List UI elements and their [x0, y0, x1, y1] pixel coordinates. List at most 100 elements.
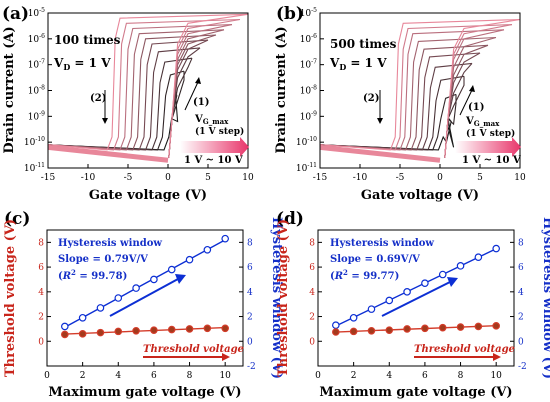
panel-c: 0 2 4 6 8 10 0 2 4 6 8 -2 0 2 4 6 8 (c) Hysteresis win…: [3, 209, 284, 400]
threshold-point: [474, 322, 483, 331]
reverse-sweep-curve: [47, 13, 249, 151]
y-tick-left-label: 8: [38, 238, 44, 248]
forward-sweep-curve: [444, 18, 521, 158]
y-tick-left-label: 2: [38, 313, 44, 323]
panel-d-ylabel-left: Threshold voltage (V): [276, 219, 291, 377]
x-tick-label: 5: [205, 173, 211, 183]
panel-c-y-ticks-left: 0 2 4 6 8: [38, 238, 51, 347]
hysteresis-point: [185, 255, 194, 264]
x-tick-label: 8: [458, 371, 464, 381]
y-tick-label: 10-5: [28, 7, 45, 19]
panel-c-threshold-arrowhead: [222, 353, 230, 361]
panel-d-legend-title: Hysteresis window: [330, 238, 434, 249]
y-tick-left-label: 2: [309, 313, 315, 323]
x-tick-label: 0: [315, 371, 321, 381]
panel-a-y-ticks: 10-11 10-10 10-9 10-8 10-7 10-6 10-5: [24, 7, 52, 174]
fit-line: [64, 326, 226, 335]
threshold-point: [61, 330, 69, 339]
x-tick-label: 10: [242, 173, 254, 183]
reverse-sweep-curve: [319, 18, 521, 151]
threshold-point: [78, 330, 87, 338]
y-tick-label: 10-9: [300, 110, 317, 122]
y-tick-label: 10-10: [24, 136, 45, 148]
hysteresis-point: [221, 234, 229, 243]
panel-a-range-arrow: [180, 137, 249, 157]
panel-b-label: (b): [276, 4, 304, 24]
panel-b: -15 -10 -5 0 5 10 10-1110-1010-910-810-710-61…: [274, 4, 526, 203]
fit-line: [335, 324, 497, 333]
x-tick-label: 0: [165, 173, 171, 183]
off-state-band: [47, 144, 169, 163]
y-tick-right-label: -2: [518, 362, 527, 372]
threshold-point: [438, 323, 447, 332]
x-tick-label: -15: [313, 173, 328, 183]
y-tick-label: 10-6: [300, 33, 317, 45]
reverse-sweep-curve: [319, 44, 489, 151]
hysteresis-point: [403, 288, 411, 296]
y-tick-right-label: 2: [247, 313, 253, 323]
threshold-point: [203, 324, 212, 333]
x-tick-label: 8: [187, 371, 193, 381]
y-tick-label: 10-10: [296, 136, 317, 148]
panel-b-branch-1-arrow: [459, 89, 473, 116]
y-tick-label: 10-7: [300, 59, 317, 71]
panel-a-ylabel: Drain current (A): [2, 26, 17, 153]
panel-d-hysteresis-arrow: [381, 281, 451, 317]
y-tick-left-label: 6: [38, 263, 44, 273]
hysteresis-point: [96, 304, 105, 312]
panel-b-branch-1-arrowhead: [469, 85, 475, 92]
panel-c-threshold-label: Threshold voltage: [143, 344, 244, 355]
x-tick-label: 0: [437, 173, 443, 183]
threshold-point: [403, 325, 411, 333]
reverse-sweep-curve: [319, 117, 452, 151]
x-tick-label: 5: [477, 173, 483, 183]
panel-b-cycles: 500 times: [330, 37, 397, 51]
x-tick-label: -10: [81, 173, 96, 183]
panel-d-axes-frame: [317, 229, 515, 367]
panel-c-plot: [61, 234, 229, 339]
panel-a-vd: VD = 1 V: [53, 56, 111, 72]
panel-c-ylabel-right: Hysteresis window (V): [269, 217, 284, 379]
forward-sweep-curve: [168, 24, 233, 158]
threshold-point: [114, 327, 123, 336]
hysteresis-point: [421, 279, 429, 287]
panel-c-label: (c): [4, 209, 30, 229]
hysteresis-point: [150, 275, 158, 284]
hysteresis-point: [474, 253, 483, 262]
panel-c-slope: Slope = 0.79V/V: [58, 254, 148, 265]
panel-b-vg-label: VG_max: [465, 116, 500, 128]
x-tick-label: -5: [396, 173, 405, 183]
y-tick-label: 10-7: [28, 59, 45, 71]
hysteresis-point: [203, 245, 212, 254]
panel-a-cycles: 100 times: [54, 33, 121, 47]
panel-d-y-ticks-right: -2 0 2 4 6 8: [510, 238, 527, 372]
y-tick-label: 10-8: [300, 85, 317, 97]
hysteresis-point: [438, 270, 447, 279]
y-tick-label: 10-9: [28, 110, 45, 122]
panel-a-branch-2: (2): [90, 93, 106, 104]
y-tick-label: 10-11: [296, 162, 317, 174]
panel-d-label: (d): [276, 209, 304, 229]
panel-a-vg-step: (1 V step): [195, 126, 244, 137]
y-tick-right-label: 8: [247, 238, 253, 248]
hysteresis-point: [114, 294, 123, 302]
x-tick-label: 10: [514, 173, 526, 183]
y-tick-label: 10-5: [300, 7, 317, 19]
panel-d-slope: Slope = 0.69V/V: [330, 254, 420, 265]
panel-d-threshold-label: Threshold voltage: [414, 344, 515, 355]
threshold-point: [332, 328, 340, 336]
x-tick-label: -10: [353, 173, 368, 183]
panel-a-label: (a): [2, 4, 29, 24]
panel-c-hysteresis-arrowhead: [175, 274, 186, 284]
y-tick-label: 10-8: [28, 85, 45, 97]
panel-c-r2: (R2 = 99.78): [58, 268, 127, 282]
panel-a-branch-2-arrowhead: [102, 118, 108, 124]
y-tick-right-label: 0: [518, 337, 524, 347]
y-tick-left-label: 0: [38, 337, 44, 347]
hysteresis-point: [492, 244, 500, 253]
hysteresis-point: [456, 262, 465, 270]
panel-b-xlabel: Gate voltage (V): [361, 188, 479, 203]
hysteresis-point: [385, 296, 394, 305]
y-tick-right-label: 8: [518, 238, 524, 248]
panel-b-y-ticks: 10-11 10-10 10-9 10-8 10-7 10-6 10-5: [296, 7, 324, 174]
